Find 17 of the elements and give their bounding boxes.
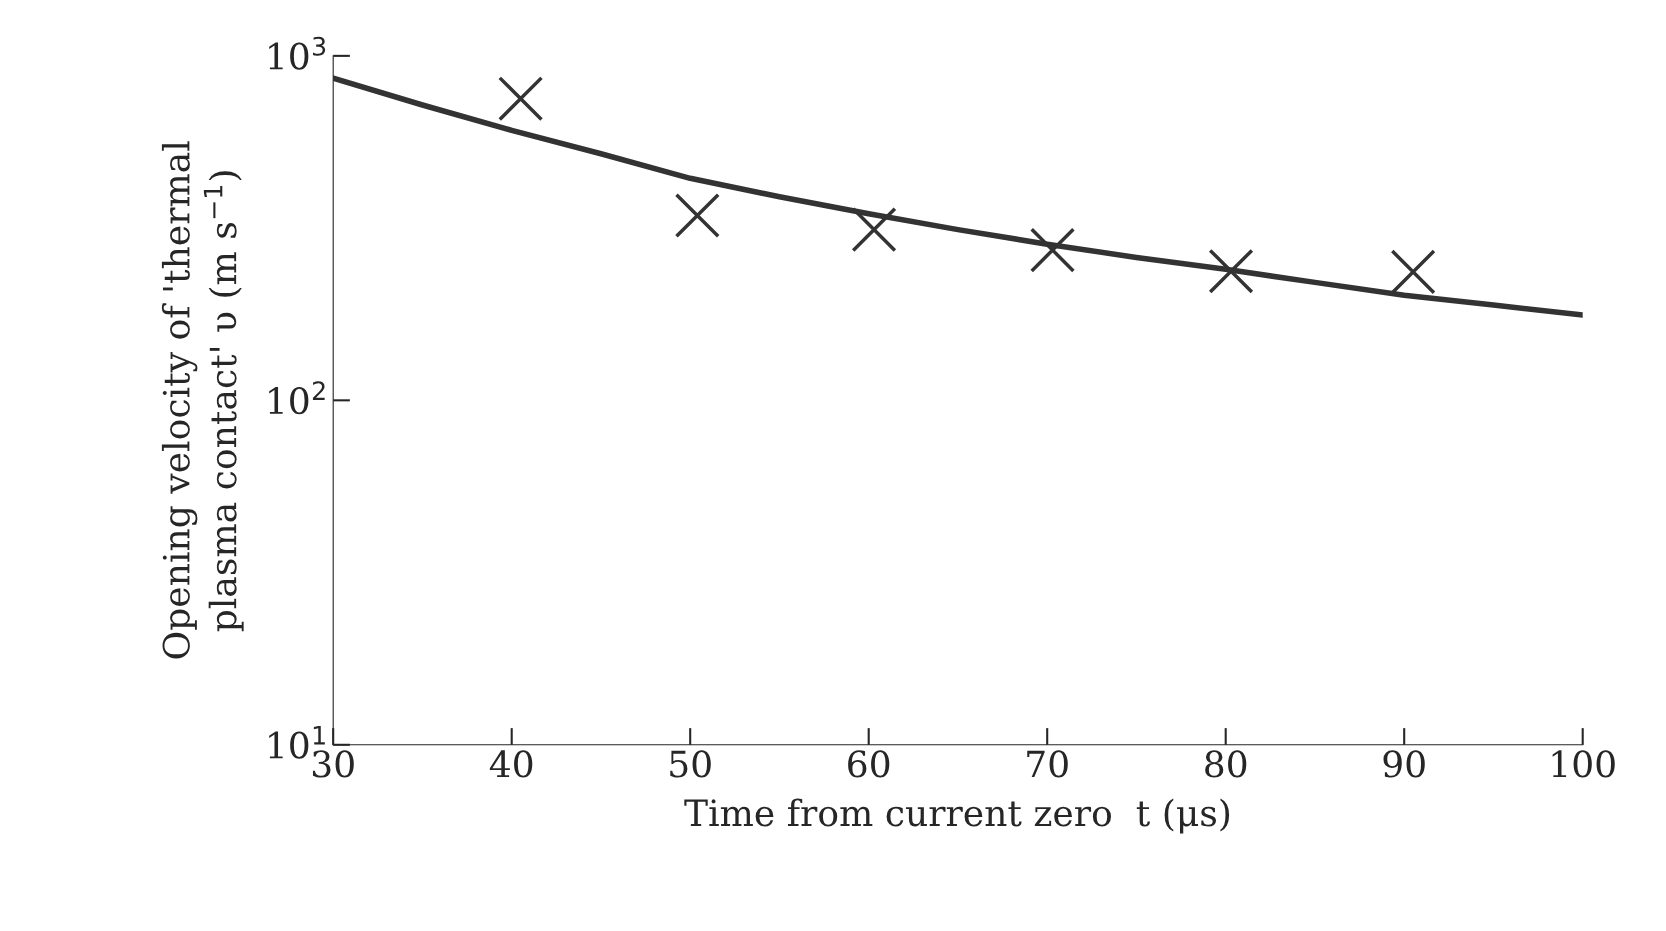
y-axis-title: Opening velocity of 'thermal plasma contact' υ (m s$^{−1}$) xyxy=(161,141,244,659)
x-tick-label: 70 xyxy=(1027,750,1068,778)
point xyxy=(498,76,544,122)
x-tick-label: 40 xyxy=(489,750,533,778)
y-tick-label: 10$^{3}$ xyxy=(269,36,326,70)
point xyxy=(1029,227,1076,273)
y-tick-label: 10$^{2}$ xyxy=(269,381,325,415)
x-axis-title: Time from current zero t (μs) xyxy=(684,798,1230,834)
x-tick-label: 100 xyxy=(1552,750,1615,778)
x-tick-label: 50 xyxy=(670,750,711,778)
point xyxy=(1208,248,1254,294)
x-tick-label: 60 xyxy=(848,750,890,778)
x-tick-label: 90 xyxy=(1383,750,1425,778)
x-tick-label: 80 xyxy=(1205,750,1247,778)
point xyxy=(1390,249,1436,295)
point xyxy=(851,207,897,253)
point xyxy=(674,192,720,239)
